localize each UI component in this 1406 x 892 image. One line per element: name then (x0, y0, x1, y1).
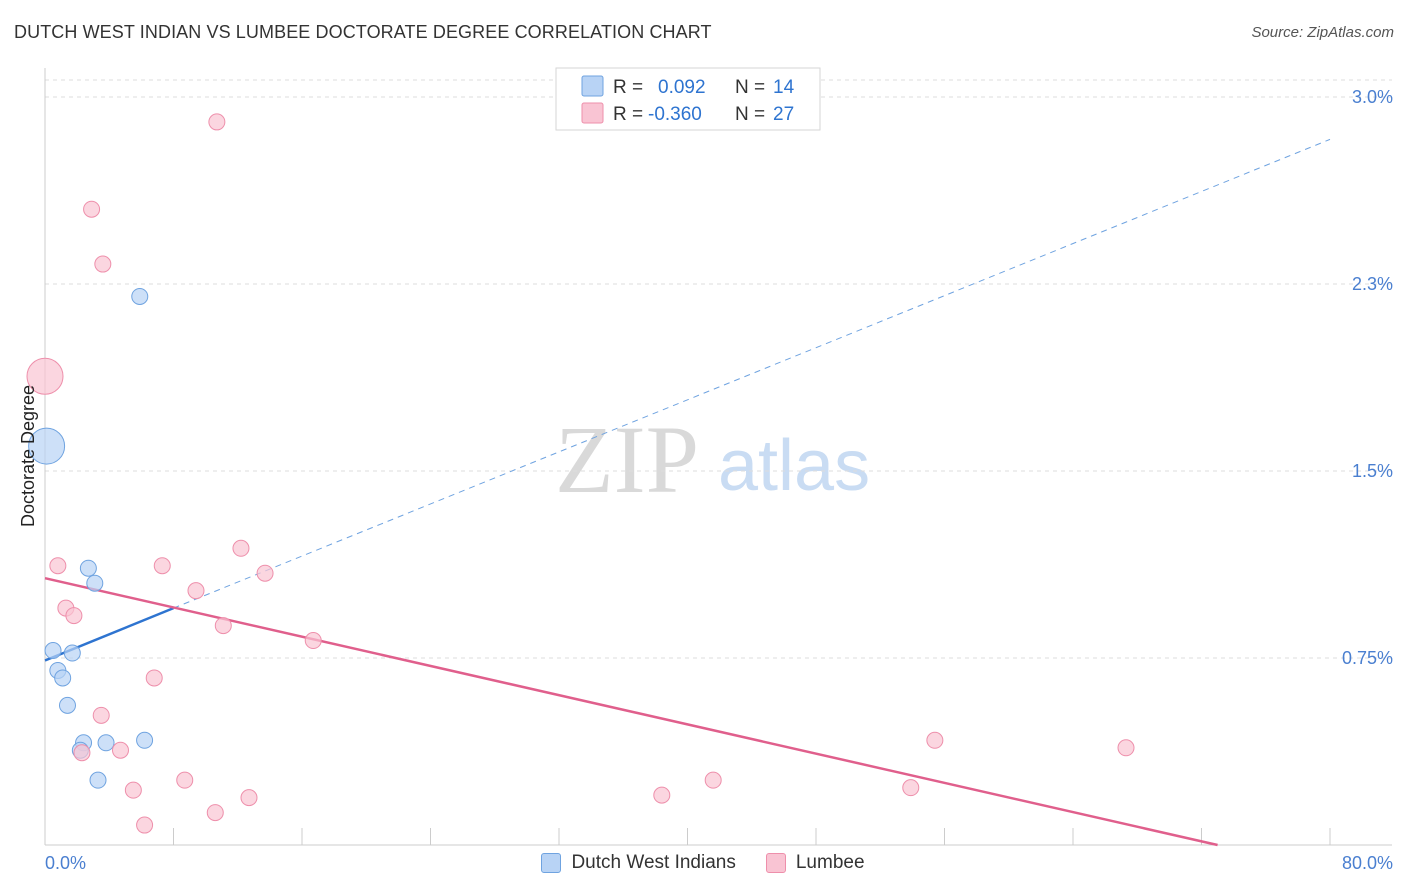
source-credit: Source: ZipAtlas.com (1251, 24, 1394, 41)
watermark-zip: ZIP (555, 406, 699, 513)
point-lumbee (214, 617, 232, 635)
point-dutch-west-indians (54, 669, 72, 687)
gridlines (45, 79, 1392, 659)
point-lumbee (1117, 739, 1135, 757)
point-lumbee (902, 779, 920, 797)
stats-n-label-1: N = (735, 77, 765, 98)
point-dutch-west-indians (89, 771, 107, 789)
point-dutch-west-indians (44, 642, 62, 660)
point-lumbee (653, 786, 671, 804)
point-dutch-west-indians (28, 427, 66, 465)
point-dutch-west-indians (79, 559, 97, 577)
point-lumbee (65, 607, 83, 625)
stats-n-value-1: 14 (773, 77, 795, 98)
stats-swatch-pink (581, 102, 604, 124)
point-lumbee (73, 744, 91, 762)
point-dutch-west-indians (136, 731, 154, 749)
series-legend: Dutch West Indians Lumbee (0, 852, 1406, 874)
x-tick-label-max: 80.0% (1342, 853, 1393, 873)
point-dutch-west-indians (63, 644, 81, 662)
point-lumbee (206, 804, 224, 822)
point-lumbee (187, 582, 205, 600)
point-dutch-west-indians (97, 734, 115, 752)
stats-r-value-2: -0.360 (648, 104, 702, 125)
stats-legend: R = 0.092 N = 14 R = -0.360 N = 27 (555, 67, 821, 131)
legend-label-dutch-west-indians: Dutch West Indians (571, 852, 736, 873)
point-lumbee (256, 564, 274, 582)
point-lumbee (111, 741, 129, 759)
point-lumbee (94, 255, 112, 273)
stats-r-value-1: 0.092 (658, 77, 706, 98)
y-tick-label: 0.75% (1342, 648, 1393, 668)
legend-swatch-blue (541, 853, 562, 873)
axes: 0.75% 1.5% 2.3% 3.0% 0.0% 80.0% (44, 68, 1393, 873)
data-points (26, 113, 1135, 834)
point-lumbee (49, 557, 67, 575)
stats-n-label-2: N = (735, 104, 765, 125)
point-lumbee (232, 539, 250, 557)
y-tick-label: 3.0% (1352, 87, 1393, 107)
trend-line-lumbee (44, 576, 1218, 847)
x-tick-label-min: 0.0% (45, 853, 86, 873)
point-lumbee (83, 200, 101, 218)
stats-swatch-blue (581, 75, 604, 97)
stats-r-label-2: R = (613, 104, 643, 125)
stats-n-value-2: 27 (773, 104, 794, 125)
y-tick-label: 1.5% (1352, 461, 1393, 481)
point-lumbee (145, 669, 163, 687)
stats-r-label-1: R = (613, 77, 643, 98)
point-dutch-west-indians (58, 696, 76, 714)
point-lumbee (240, 789, 258, 807)
legend-swatch-pink (765, 853, 786, 873)
point-lumbee (124, 781, 142, 799)
point-lumbee (176, 771, 194, 789)
legend-item-dutch-west-indians: Dutch West Indians (541, 852, 736, 874)
point-lumbee (92, 706, 110, 724)
trend-line-dutch-extended (173, 138, 1331, 609)
y-tick-label: 2.3% (1352, 274, 1393, 294)
point-lumbee (153, 557, 171, 575)
point-dutch-west-indians (131, 287, 149, 305)
point-lumbee (304, 632, 322, 650)
point-lumbee (208, 113, 226, 131)
legend-label-lumbee: Lumbee (795, 852, 865, 873)
point-lumbee (926, 731, 944, 749)
point-dutch-west-indians (86, 574, 104, 592)
watermark-atlas: atlas (718, 426, 870, 506)
legend-item-lumbee: Lumbee (765, 852, 865, 874)
watermark: ZIP atlas (555, 406, 870, 513)
point-lumbee (26, 357, 64, 395)
point-lumbee (136, 816, 154, 834)
chart-title: DUTCH WEST INDIAN VS LUMBEE DOCTORATE DE… (14, 22, 712, 42)
point-lumbee (704, 771, 722, 789)
y-axis-label: Doctorate Degree (18, 385, 38, 527)
